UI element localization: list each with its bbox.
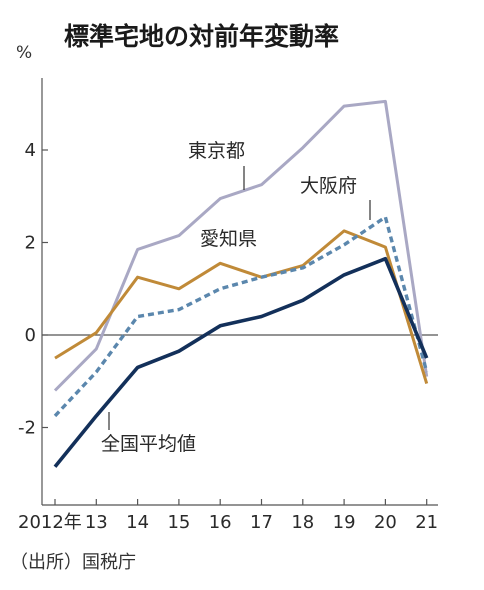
y-tick-label: 2 <box>25 233 36 254</box>
series-label-2: 愛知県 <box>200 228 257 250</box>
x-tick-label: 16 <box>209 512 232 533</box>
y-tick-label: 0 <box>25 325 36 346</box>
x-tick-label: 19 <box>333 512 356 533</box>
series-line-1 <box>53 99 429 392</box>
x-tick-label: 14 <box>126 512 149 533</box>
series-line-4 <box>53 256 429 468</box>
x-tick-label: 21 <box>415 512 438 533</box>
series-line-3 <box>53 215 429 418</box>
series-label-4: 全国平均値 <box>101 433 196 455</box>
chart-title: 標準宅地の対前年変動率 <box>64 22 339 51</box>
x-tick-label: 17 <box>250 512 273 533</box>
series-label-1: 東京都 <box>188 140 245 162</box>
y-tick-label: -2 <box>18 418 36 439</box>
source-note: （出所）国税庁 <box>10 552 136 573</box>
x-tick-label: 18 <box>291 512 314 533</box>
series-lines <box>53 99 429 468</box>
x-tick-label: 2012年 <box>18 512 82 533</box>
x-tick-label: 20 <box>374 512 397 533</box>
x-tick-label: 15 <box>167 512 190 533</box>
series-label-3: 大阪府 <box>300 175 357 197</box>
series-line-2 <box>54 229 429 385</box>
x-tick-label: 13 <box>85 512 108 533</box>
y-tick-label: 4 <box>25 140 36 161</box>
y-axis-unit: % <box>16 43 32 63</box>
